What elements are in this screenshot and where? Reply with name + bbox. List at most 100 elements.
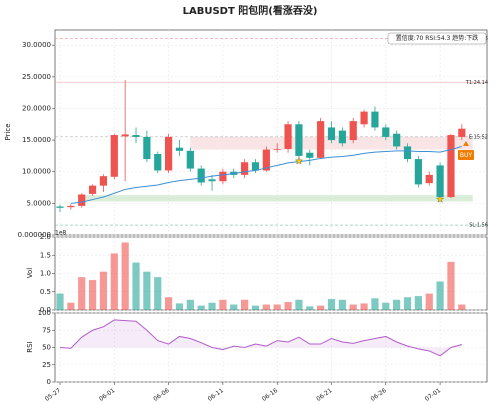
y-tick-label: 0.5 <box>40 288 51 296</box>
candle-body <box>219 171 227 182</box>
signal-label: BUY <box>460 152 473 159</box>
volume-bar <box>241 299 249 310</box>
y-tick-label: 50 <box>42 344 51 352</box>
candle-body <box>447 135 455 198</box>
volume-bar <box>447 261 455 310</box>
x-tick-label: 07-01 <box>424 387 442 403</box>
candle-body <box>241 162 249 175</box>
x-tick-label: 06-01 <box>98 387 116 403</box>
volume-bar <box>132 262 140 310</box>
candle-body <box>78 194 86 206</box>
y-axis-label: Price <box>4 123 12 140</box>
volume-bar <box>349 304 357 310</box>
candle-body <box>306 152 314 158</box>
x-tick-label: 06-26 <box>370 387 388 403</box>
candle-body <box>414 159 422 185</box>
volume-bar <box>284 301 292 310</box>
chart-title: LABUSDT 阳包阴(看涨吞没) <box>183 4 318 17</box>
zone <box>81 195 473 202</box>
y-tick-label: 25.0000 <box>22 73 51 81</box>
candle-body <box>360 111 368 125</box>
candle-body <box>273 148 281 150</box>
y-tick-label: 5.0000 <box>27 199 52 207</box>
volume-bar <box>273 304 281 310</box>
candle-body <box>317 121 325 158</box>
volume-bar <box>425 293 433 310</box>
y-tick-label: 0.0 <box>40 306 51 314</box>
candle-body <box>143 136 151 160</box>
candle-body <box>99 176 108 186</box>
volume-bar <box>99 271 108 310</box>
candle-body <box>458 128 466 137</box>
y-axis-label: Vol <box>26 268 34 279</box>
y-axis-label: RSI <box>26 341 34 352</box>
candle-body <box>175 147 184 151</box>
volume-bar <box>197 305 205 310</box>
candle-body <box>349 121 357 141</box>
volume-bar <box>327 299 336 310</box>
pattern-star <box>435 194 445 203</box>
volume-bar <box>186 299 194 310</box>
axis-unit: 1e8 <box>55 230 67 237</box>
volume-bar <box>306 306 314 310</box>
candle-body <box>436 165 444 198</box>
y-tick-label: 75 <box>42 326 51 334</box>
candle-body <box>110 135 118 177</box>
candle-body <box>165 136 173 171</box>
candle-body <box>425 174 433 184</box>
price-frame <box>54 29 488 236</box>
ma-line <box>70 145 462 204</box>
y-tick-label: 20.0000 <box>22 104 51 112</box>
candle-body <box>393 133 401 147</box>
volume-bar <box>175 303 184 310</box>
volume-bar <box>88 280 97 310</box>
volume-bar <box>338 299 346 310</box>
candle-body <box>284 124 292 149</box>
candle-body <box>208 179 216 182</box>
volume-bar <box>382 302 390 310</box>
volume-bar <box>371 298 379 310</box>
candle-body <box>88 185 97 194</box>
volume-bar <box>436 281 444 310</box>
volume-bar <box>154 277 162 310</box>
volume-bar <box>295 299 303 310</box>
candle-body <box>338 130 346 144</box>
volume-bar <box>110 253 118 310</box>
volume-bar <box>56 293 64 310</box>
volume-bar <box>208 302 216 310</box>
volume-bar <box>403 297 412 310</box>
volume-bar <box>67 302 75 310</box>
volume-bar <box>219 299 227 310</box>
y-tick-label: 100 <box>38 309 51 317</box>
y-tick-label: 25 <box>42 361 51 369</box>
y-tick-label: 0 <box>47 378 51 386</box>
candle-body <box>67 205 75 208</box>
volume-bar <box>414 296 422 310</box>
info-box <box>387 32 487 45</box>
x-tick-label: 05-27 <box>44 387 62 403</box>
volume-bar <box>143 271 151 310</box>
pattern-star <box>294 156 304 165</box>
y-tick-label: 0.000000 <box>18 231 51 239</box>
candle-body <box>371 111 379 128</box>
candle-body <box>327 127 336 141</box>
rsi-line <box>59 319 462 357</box>
candle-body <box>382 127 390 137</box>
candle-body <box>56 206 64 208</box>
y-tick-label: 2.0 <box>40 233 51 241</box>
level-label: E:15.52 <box>469 134 488 140</box>
info-text: 置信度:70 RSI:54.3 趋势:下跌 <box>396 34 479 42</box>
candle-body <box>197 168 205 183</box>
volume-bar <box>121 242 129 310</box>
volume-bar <box>360 303 368 310</box>
volume-bar <box>165 297 173 310</box>
signal-arrow <box>463 141 469 146</box>
x-tick-label: 06-11 <box>207 387 225 403</box>
signal-box <box>458 150 474 160</box>
volume-bar <box>393 299 401 310</box>
candle-body <box>251 162 260 171</box>
candle-body <box>262 149 270 171</box>
rsi-fill <box>60 319 462 356</box>
x-tick-label: 06-21 <box>315 387 333 403</box>
